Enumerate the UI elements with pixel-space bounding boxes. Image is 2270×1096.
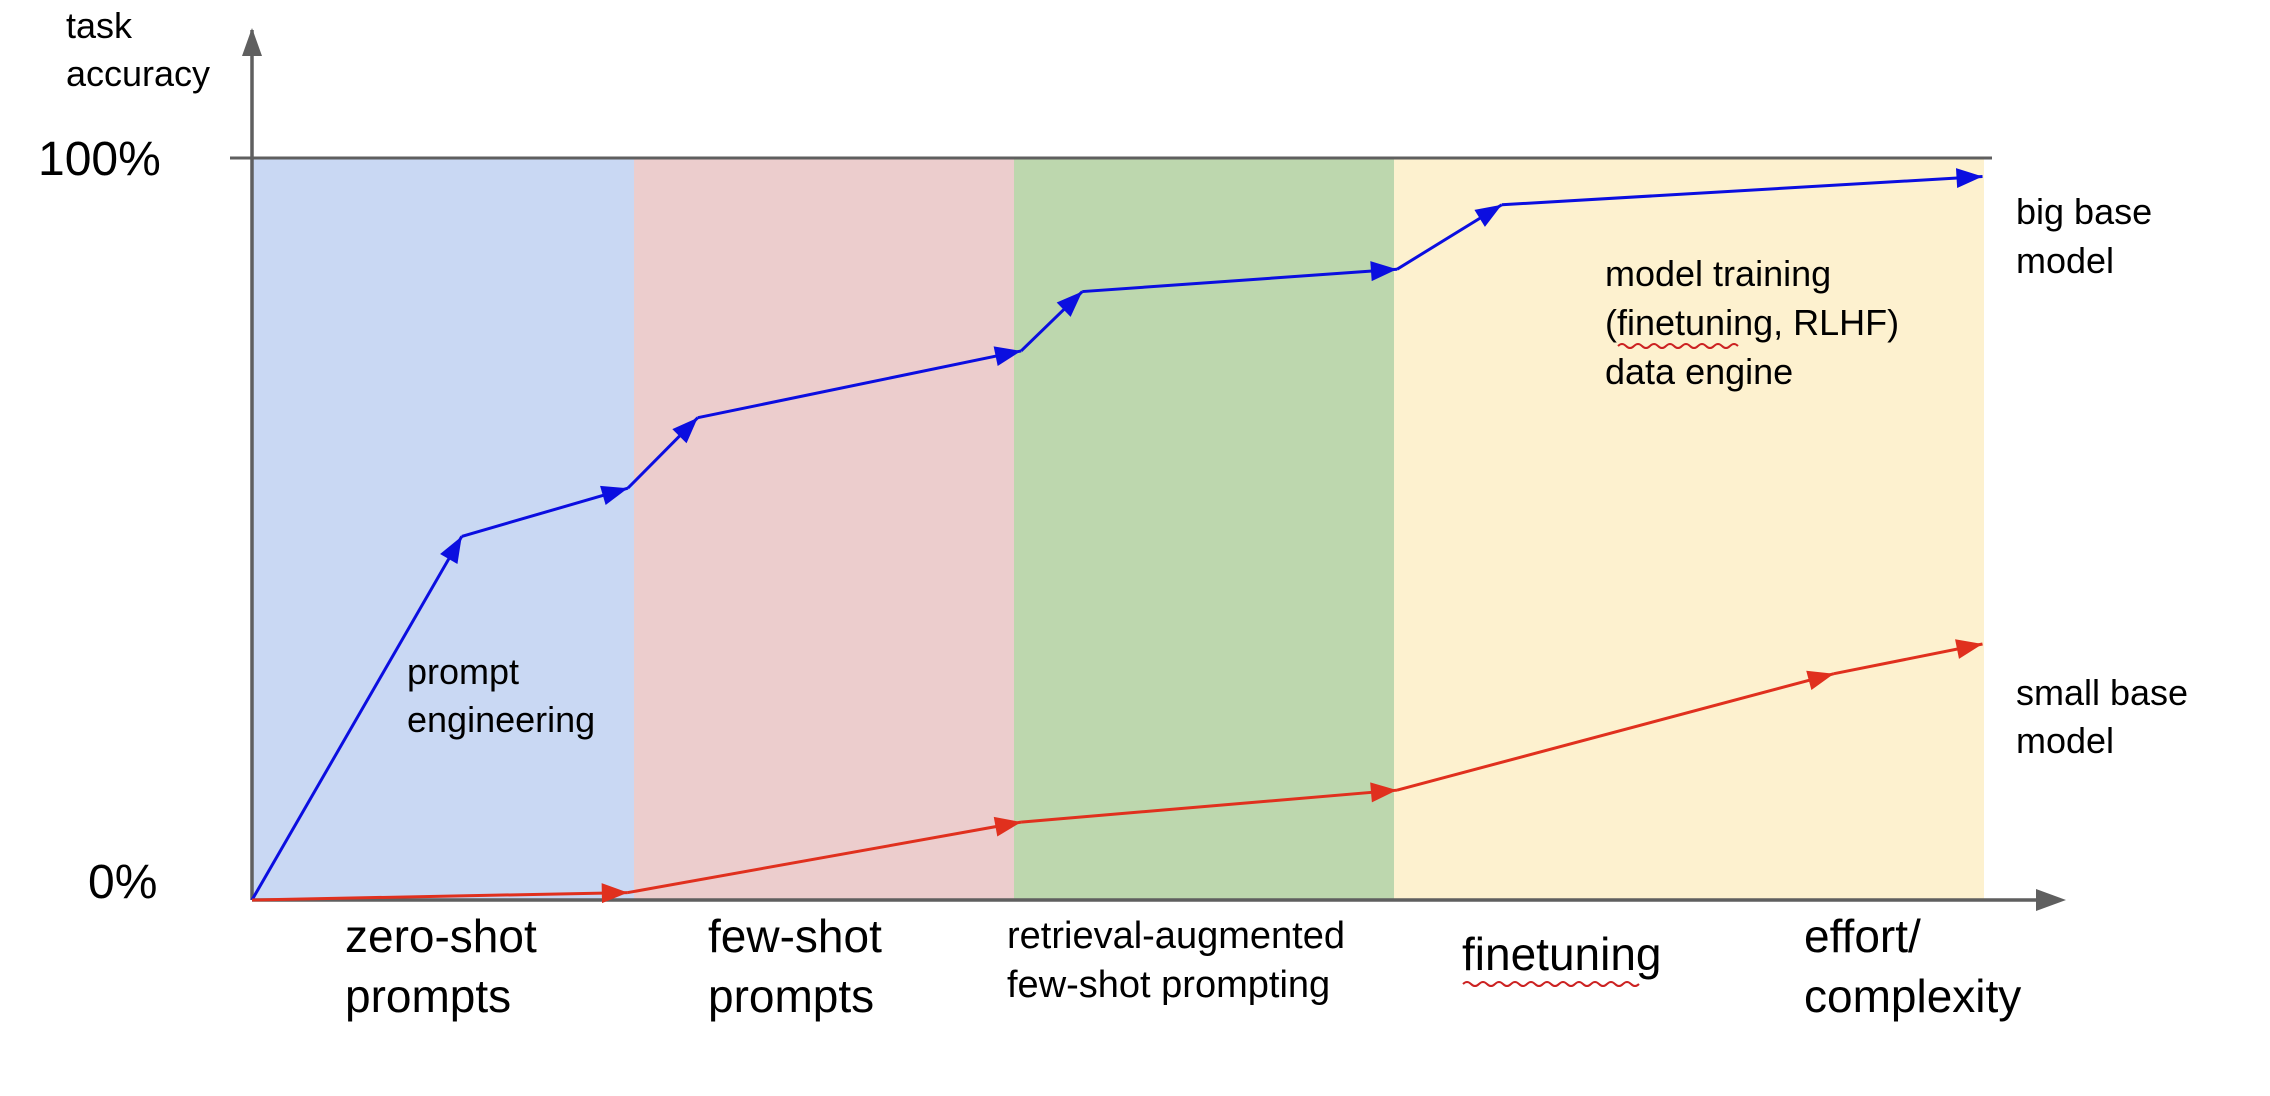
big-base-model-segment xyxy=(461,486,629,538)
annotation-prompt-engineering: prompt engineering xyxy=(407,651,595,740)
big-base-model-arrowhead xyxy=(1056,291,1083,317)
series-label-big-line-1: big base xyxy=(2016,191,2152,232)
small-base-model-arrowhead xyxy=(1806,670,1834,691)
y-axis-arrowhead xyxy=(242,28,262,56)
series-label-big-base-model: big base model xyxy=(2016,191,2162,281)
annotation-model-training-line-2: (finetuning, RLHF) xyxy=(1605,302,1899,343)
annotation-prompt-engineering-line-2: engineering xyxy=(407,699,595,740)
stage-label-zero-shot-line-2: prompts xyxy=(345,970,511,1022)
big-base-model-arrowhead xyxy=(672,417,698,444)
big-base-model-segment xyxy=(1501,175,1983,207)
stage-label-zero-shot-line-1: zero-shot xyxy=(345,910,537,962)
stage-label-zero-shot: zero-shot prompts xyxy=(345,910,550,1022)
series-label-small-line-2: model xyxy=(2016,720,2114,761)
spellcheck-underline-model-training xyxy=(1617,343,1739,349)
big-base-model-segment xyxy=(250,535,464,901)
region-zero-shot xyxy=(252,158,634,900)
series-label-big-line-2: model xyxy=(2016,240,2114,281)
x-axis-title-line-1: effort/ xyxy=(1804,910,1921,962)
region-group xyxy=(252,158,1984,900)
small-base-model-arrowhead xyxy=(601,883,628,904)
stage-label-retrieval: retrieval-augmented few-shot prompting xyxy=(1007,915,1356,1006)
small-base-model-segment xyxy=(627,820,1022,895)
x-axis-arrowhead xyxy=(2036,889,2066,911)
small-base-model-segment xyxy=(1020,788,1398,824)
big-base-model-arrowhead xyxy=(1955,168,1983,189)
y-label-100: 100% xyxy=(38,133,161,186)
spellcheck-underline-finetuning xyxy=(1462,981,1640,987)
big-base-model-arrowhead xyxy=(1474,204,1502,227)
stage-label-few-shot: few-shot prompts xyxy=(708,910,895,1022)
big-base-model-segment xyxy=(1082,267,1398,294)
series-small-base-model xyxy=(251,639,1983,904)
annotation-prompt-engineering-line-1: prompt xyxy=(407,651,519,692)
annotation-model-training: model training (finetuning, RLHF) data e… xyxy=(1605,253,1909,392)
y-label-0: 0% xyxy=(88,856,157,909)
y-axis-title-line-1: task xyxy=(66,5,133,46)
series-label-small-base-model: small base model xyxy=(2016,672,2198,761)
x-axis-title: effort/ complexity xyxy=(1804,910,2021,1022)
region-retrieval-augmented xyxy=(1014,158,1394,900)
small-base-model-arrowhead xyxy=(993,816,1022,837)
small-base-model-arrowhead xyxy=(1370,782,1397,803)
stage-label-finetuning: finetuning xyxy=(1462,928,1662,980)
y-axis-title: task accuracy xyxy=(66,5,210,94)
small-base-model-segment xyxy=(251,891,628,902)
big-base-model-arrowhead xyxy=(600,485,628,506)
small-base-model-segment xyxy=(1396,672,1835,792)
y-axis-title-line-2: accuracy xyxy=(66,53,210,94)
big-base-model-segment xyxy=(697,349,1022,420)
annotation-model-training-line-3: data engine xyxy=(1605,351,1793,392)
region-finetuning xyxy=(1394,158,1984,900)
stage-label-few-shot-line-1: few-shot xyxy=(708,910,882,962)
stage-label-retrieval-line-1: retrieval-augmented xyxy=(1007,915,1345,957)
x-axis-title-line-2: complexity xyxy=(1804,970,2021,1022)
big-base-model-arrowhead xyxy=(1370,261,1397,282)
annotation-model-training-line-1: model training xyxy=(1605,253,1831,294)
big-base-model-arrowhead xyxy=(440,536,462,564)
small-base-model-arrowhead xyxy=(1955,639,1983,659)
big-base-model-arrowhead xyxy=(993,346,1022,366)
series-big-base-model xyxy=(250,168,1983,901)
region-few-shot xyxy=(634,158,1014,900)
stage-label-retrieval-line-2: few-shot prompting xyxy=(1007,964,1330,1006)
stage-label-few-shot-line-2: prompts xyxy=(708,970,874,1022)
series-label-small-line-1: small base xyxy=(2016,672,2188,713)
